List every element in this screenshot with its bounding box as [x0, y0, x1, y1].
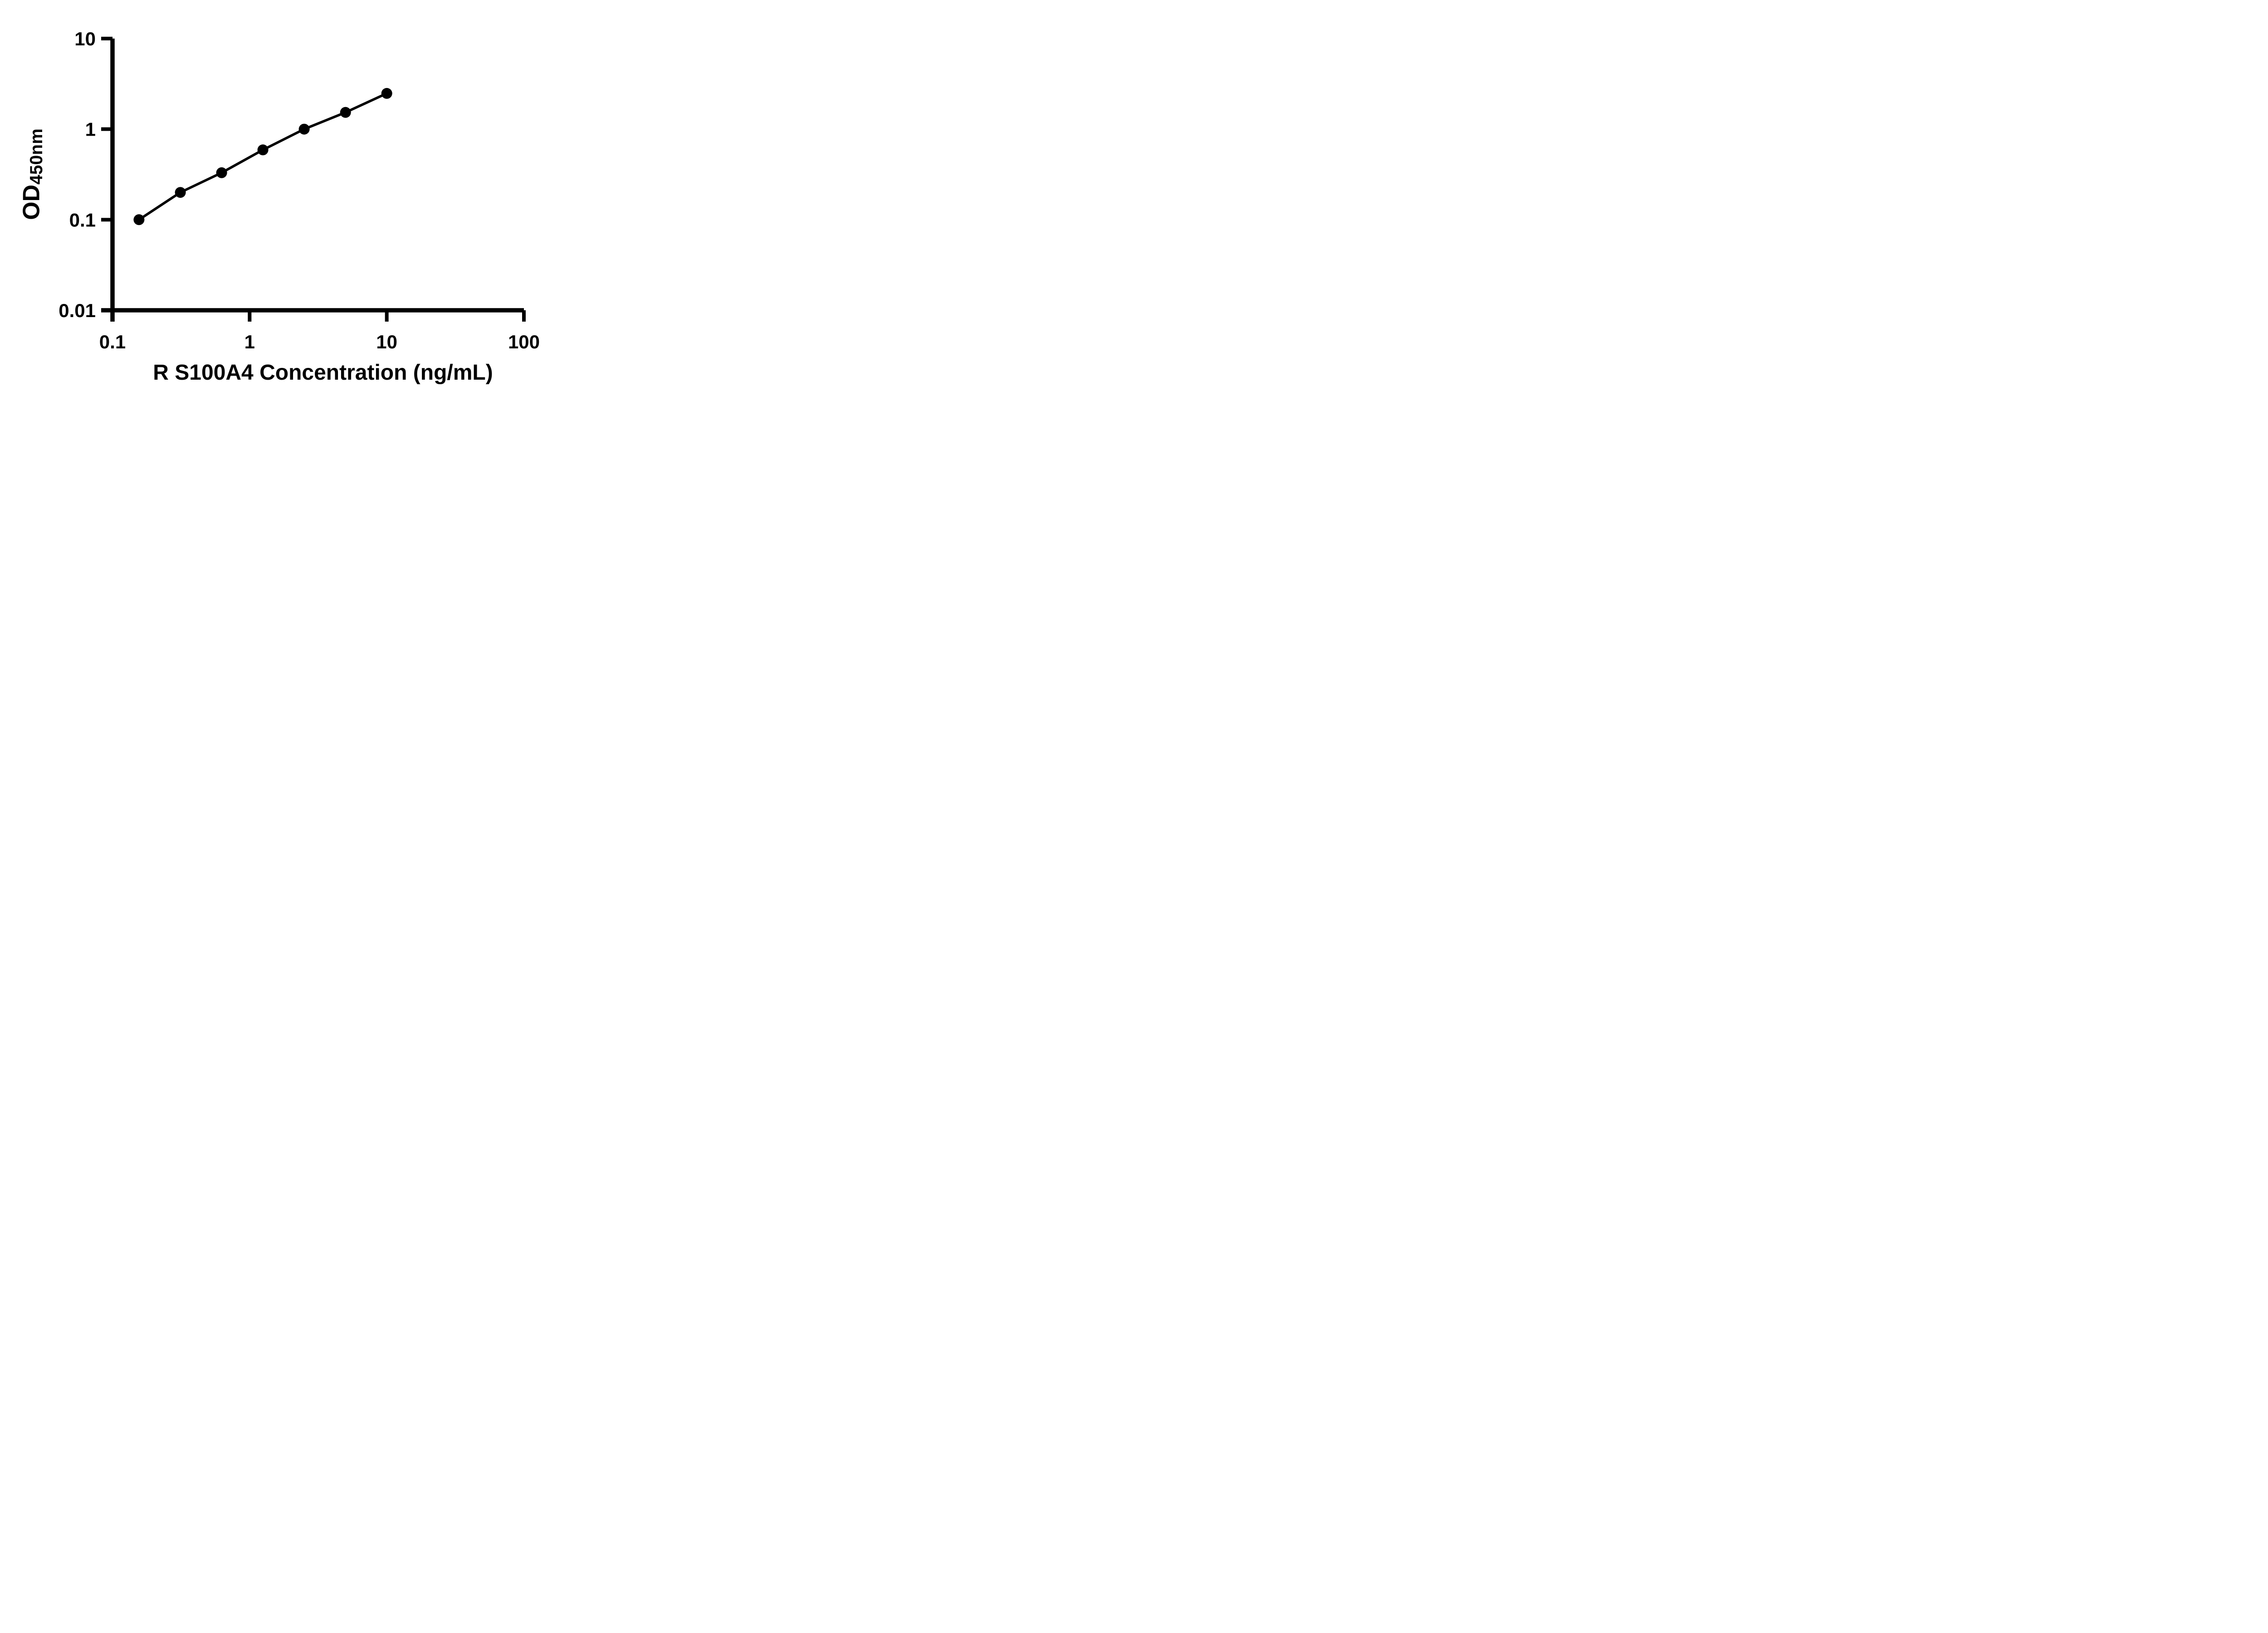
- y-axis-title-main: OD: [18, 184, 45, 220]
- y-tick-label: 1: [85, 119, 96, 140]
- data-point: [133, 214, 145, 225]
- y-axis-title: OD450nm: [18, 128, 47, 220]
- data-point: [340, 107, 351, 118]
- y-tick-label: 0.1: [69, 209, 96, 230]
- data-point: [298, 123, 310, 135]
- data-point: [175, 187, 186, 198]
- x-axis-title: R S100A4 Concentration (ng/mL): [153, 361, 493, 385]
- data-point: [381, 88, 392, 99]
- x-tick-label: 0.1: [99, 331, 126, 352]
- data-point: [257, 144, 269, 156]
- y-tick-label: 10: [74, 28, 96, 49]
- x-tick-label: 10: [376, 331, 397, 352]
- y-axis-title-subscript: 450nm: [27, 128, 47, 185]
- data-point: [216, 167, 227, 178]
- elisa-standard-curve-figure: 0.1 1 10 100 10 1 0.1 0.01 R S100A4 Concentrati…: [0, 0, 583, 408]
- x-tick-label: 1: [244, 331, 255, 352]
- y-tick-label: 0.01: [59, 300, 96, 321]
- x-tick-label: 100: [508, 331, 540, 352]
